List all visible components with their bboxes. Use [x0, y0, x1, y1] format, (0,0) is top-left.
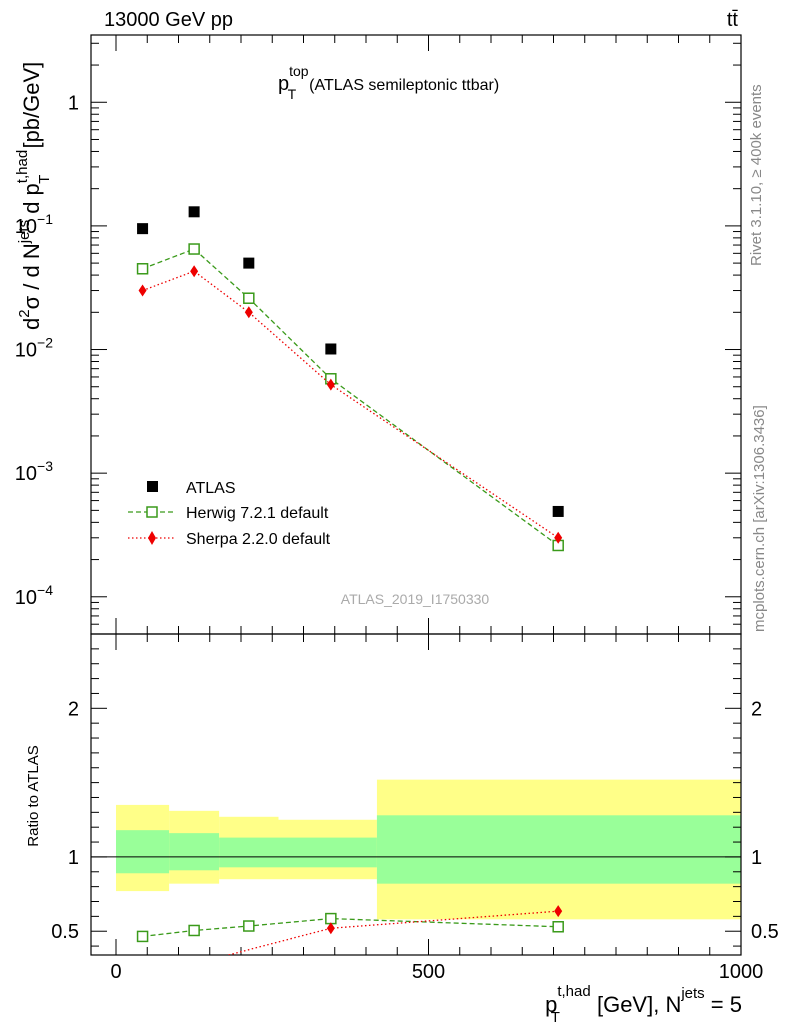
x-axis-label: pt,had T [GeV], Njets = 5: [545, 983, 742, 1024]
xlabel-mid: [GeV], N: [591, 992, 681, 1017]
main-herwig-point: [243, 292, 255, 304]
band-inner-4: [376, 815, 741, 884]
xlabel-sub: T: [551, 1009, 560, 1024]
ylabel-sub-t: T: [36, 175, 53, 184]
ylabel-unit: [pb/GeV]: [19, 62, 44, 155]
main-sherpa-point: [244, 306, 253, 319]
title-sub: T: [288, 86, 297, 102]
ratio-plot-frame: [90, 633, 742, 956]
legend-atlas-label: ATLAS: [186, 480, 236, 497]
main-y-tick-label: 10−3: [15, 458, 53, 485]
process-label: tt̄: [727, 9, 739, 31]
ratio-herwig-point: [325, 912, 337, 925]
main-y-tick-base: 10: [15, 340, 37, 362]
main-y-axis-label: d2σ / d Njets d pt,had T [pb/GeV]: [14, 62, 53, 330]
ratio-y-tick-label-right: 2: [751, 698, 762, 720]
ratio-herwig-point: [136, 930, 149, 943]
main-y-tick-exp: −1: [37, 211, 53, 227]
main-herwig-point: [188, 243, 200, 255]
legend-entry-herwig: Herwig 7.2.1 default: [128, 505, 329, 522]
ratio-herwig-point: [188, 924, 200, 937]
ratio-herwig-point: [243, 920, 255, 932]
title-rest: (ATLAS semileptonic ttbar): [309, 77, 499, 94]
ylabel-sup-thad: t,had: [14, 150, 31, 183]
title-base: p: [278, 73, 289, 95]
legend-entry-sherpa: Sherpa 2.2.0 default: [128, 531, 331, 548]
xlabel-sup: t,had: [557, 983, 590, 1000]
main-y-tick-exp: −3: [37, 458, 53, 474]
energy-label: 13000 GeV pp: [104, 9, 233, 31]
legend-sherpa-marker: [148, 531, 156, 545]
xlabel-sup2: jets: [680, 985, 704, 1002]
band-inner-3: [278, 837, 377, 868]
main-y-tick-label: 10−1: [15, 211, 53, 238]
band-inner-1: [169, 833, 220, 871]
main-y-tick-label: 1: [68, 92, 79, 114]
ratio-y-tick-label-right: 1: [751, 847, 762, 869]
source-text: mcplots.cern.ch [arXiv:1306.3436]: [751, 405, 768, 632]
main-y-tick-base: 10: [15, 587, 37, 609]
ratio-x-tick-label: 500: [412, 961, 445, 983]
main-y-tick-label: 10−2: [15, 335, 53, 362]
analysis-id: ATLAS_2019_I1750330: [341, 591, 490, 607]
main-sherpa-line: [142, 270, 559, 539]
ratio-y-tick-label-left: 0.5: [51, 921, 79, 943]
main-sherpa-point: [190, 265, 199, 278]
ratio-x-tick-label: 0: [110, 961, 121, 983]
main-y-tick-exp: −2: [37, 335, 53, 351]
ratio-y-tick-label-left: 2: [68, 698, 79, 720]
band-inner-0: [116, 830, 170, 874]
ratio-y-tick-label-left: 1: [68, 847, 79, 869]
main-atlas-point: [137, 223, 149, 235]
main-atlas-point: [325, 343, 337, 355]
main-series: [136, 206, 564, 552]
ylabel-mid: d p: [19, 183, 44, 220]
main-y-tick-base: 10: [15, 216, 37, 238]
legend-herwig-label: Herwig 7.2.1 default: [186, 505, 329, 522]
rivet-version-text: Rivet 3.1.10, ≥ 400k events: [748, 84, 765, 266]
ratio-sherpa-point: [554, 905, 563, 918]
legend: ATLAS Herwig 7.2.1 default Sherpa 2.2.0 …: [128, 480, 331, 548]
ratio-y-tick-label-right: 0.5: [751, 921, 779, 943]
ylabel-pre: d: [19, 318, 44, 330]
main-atlas-point: [243, 257, 255, 269]
main-y-tick-exp: −4: [37, 582, 53, 598]
ratio-y-axis-label: Ratio to ATLAS: [25, 745, 42, 846]
xlabel-rest: = 5: [705, 992, 742, 1017]
ratio-herwig-line: [142, 917, 559, 938]
ratio-x-tick-label: 1000: [719, 961, 764, 983]
uncertainty-bands: [116, 779, 741, 920]
ylabel-sup2: 2: [16, 309, 33, 317]
legend-atlas-marker: [147, 481, 158, 492]
title-sup: top: [289, 63, 309, 79]
main-sherpa-point: [138, 284, 147, 297]
main-atlas-point: [188, 206, 200, 218]
plot-title: ptop T (ATLAS semileptonic ttbar): [278, 63, 499, 102]
legend-sherpa-label: Sherpa 2.2.0 default: [186, 531, 331, 548]
legend-entry-atlas: ATLAS: [147, 480, 236, 497]
band-inner-2: [219, 837, 279, 868]
legend-herwig-marker: [146, 506, 158, 518]
main-sherpa-point: [554, 531, 563, 544]
ratio-herwig-point: [552, 921, 564, 933]
main-sherpa-point: [326, 378, 335, 391]
ylabel-sigma: σ / d N: [19, 243, 44, 309]
ylabel-sup-jets: jets: [16, 220, 33, 244]
ratio-sherpa-point: [326, 922, 335, 935]
xlabel-base: p: [545, 992, 557, 1017]
main-y-tick-base: 10: [15, 463, 37, 485]
ratio-series: [136, 905, 564, 955]
main-atlas-point: [552, 505, 564, 517]
main-herwig-point: [136, 263, 149, 275]
main-y-tick-label: 10−4: [15, 582, 53, 609]
